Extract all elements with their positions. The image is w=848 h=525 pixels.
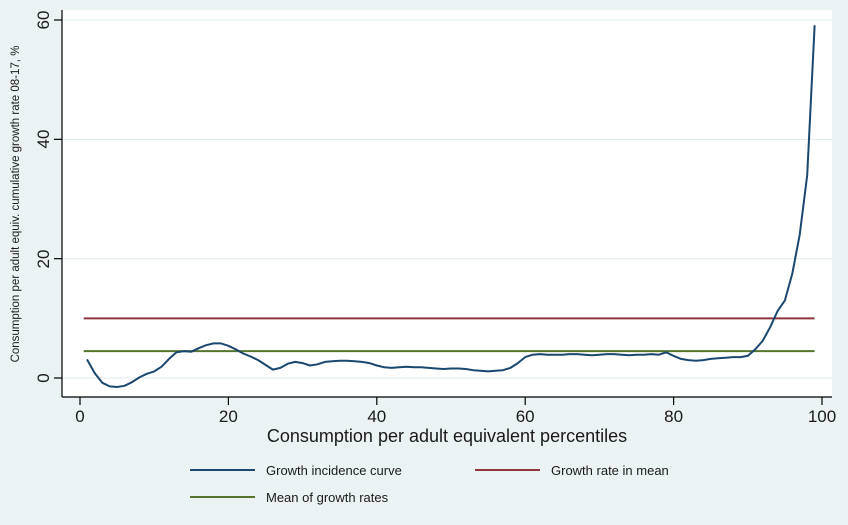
plot-area <box>62 10 832 397</box>
x-tick-label: 20 <box>218 407 238 426</box>
legend-item-growth-rate-in-mean: Growth rate in mean <box>475 462 669 478</box>
x-tick-label: 80 <box>664 407 684 426</box>
legend-swatch-maroon-line <box>475 469 540 471</box>
series-line-growth-incidence-curve <box>86 25 816 388</box>
y-tick-label: 20 <box>34 249 53 269</box>
y-axis-title: Consumption per adult equiv. cumulative … <box>10 45 22 363</box>
legend-label: Growth rate in mean <box>551 462 669 478</box>
legend-label: Growth incidence curve <box>266 462 402 478</box>
y-tick-label: 0 <box>34 373 53 383</box>
y-tick-label: 40 <box>34 129 53 149</box>
legend-item-growth-incidence-curve: Growth incidence curve <box>190 462 402 478</box>
x-tick-label: 40 <box>367 407 387 426</box>
x-axis-title: Consumption per adult equivalent percent… <box>266 426 628 446</box>
y-tick-label: 60 <box>34 10 53 30</box>
legend-label: Mean of growth rates <box>266 489 389 505</box>
legend-item-mean-of-growth-rates: Mean of growth rates <box>190 489 388 505</box>
x-tick-label: 0 <box>75 407 85 426</box>
x-tick-label: 60 <box>515 407 535 426</box>
legend-swatch-green-line <box>190 496 255 498</box>
x-tick-label: 100 <box>807 407 837 426</box>
legend-swatch-navy-line <box>190 469 255 471</box>
